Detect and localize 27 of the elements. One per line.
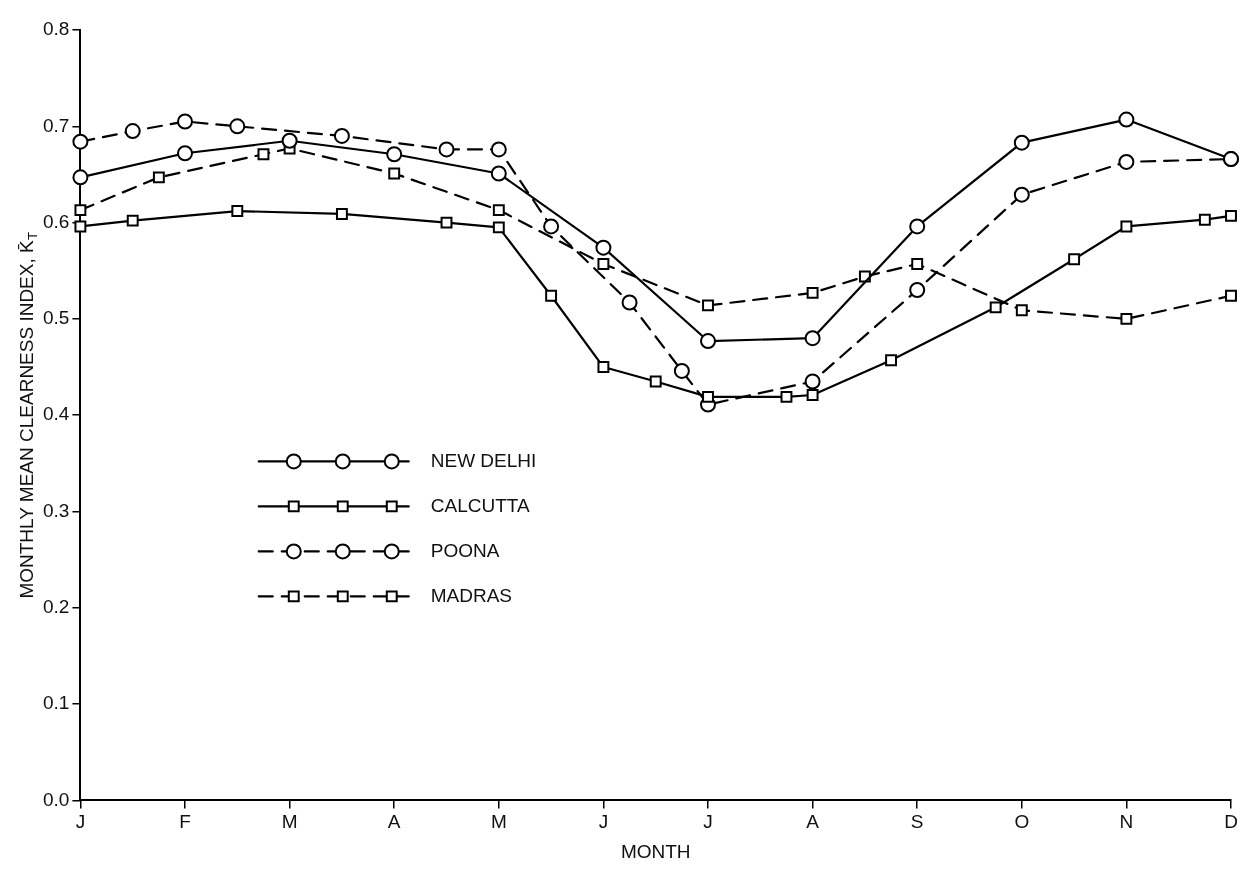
legend-label: NEW DELHI (430, 449, 537, 471)
x-axis-title: MONTH (620, 840, 691, 862)
legend-label: MADRAS (430, 584, 513, 606)
x-tick-label: S (910, 811, 924, 833)
y-tick-label: 0.4 (42, 403, 70, 425)
x-tick-label: D (1224, 811, 1238, 833)
x-tick-label: J (703, 811, 713, 833)
x-tick-label: A (387, 811, 401, 833)
y-tick-label: 0.7 (42, 114, 70, 136)
y-tick-label: 0.5 (42, 307, 70, 329)
x-tick-label: M (281, 811, 298, 833)
x-tick-label: N (1119, 811, 1134, 833)
x-tick-label: J (598, 811, 609, 833)
y-tick-label: 0.3 (42, 499, 70, 521)
y-tick-label: 0.0 (42, 788, 70, 810)
x-tick-label: M (490, 811, 507, 833)
y-tick-label: 0.6 (42, 210, 70, 232)
x-tick-label: F (179, 811, 191, 833)
x-tick-label: O (1014, 811, 1030, 833)
y-tick-label: 0.2 (42, 596, 70, 618)
y-tick-label: 0.8 (42, 18, 70, 40)
legend-label: CALCUTTA (430, 494, 530, 516)
y-tick-label: 0.1 (42, 692, 70, 714)
y-axis-title: MONTHLY MEAN CLEARNESS INDEX, K̄T (16, 231, 41, 599)
legend-label: POONA (430, 539, 500, 561)
x-tick-label: J (75, 811, 86, 833)
x-tick-label: A (806, 811, 820, 833)
